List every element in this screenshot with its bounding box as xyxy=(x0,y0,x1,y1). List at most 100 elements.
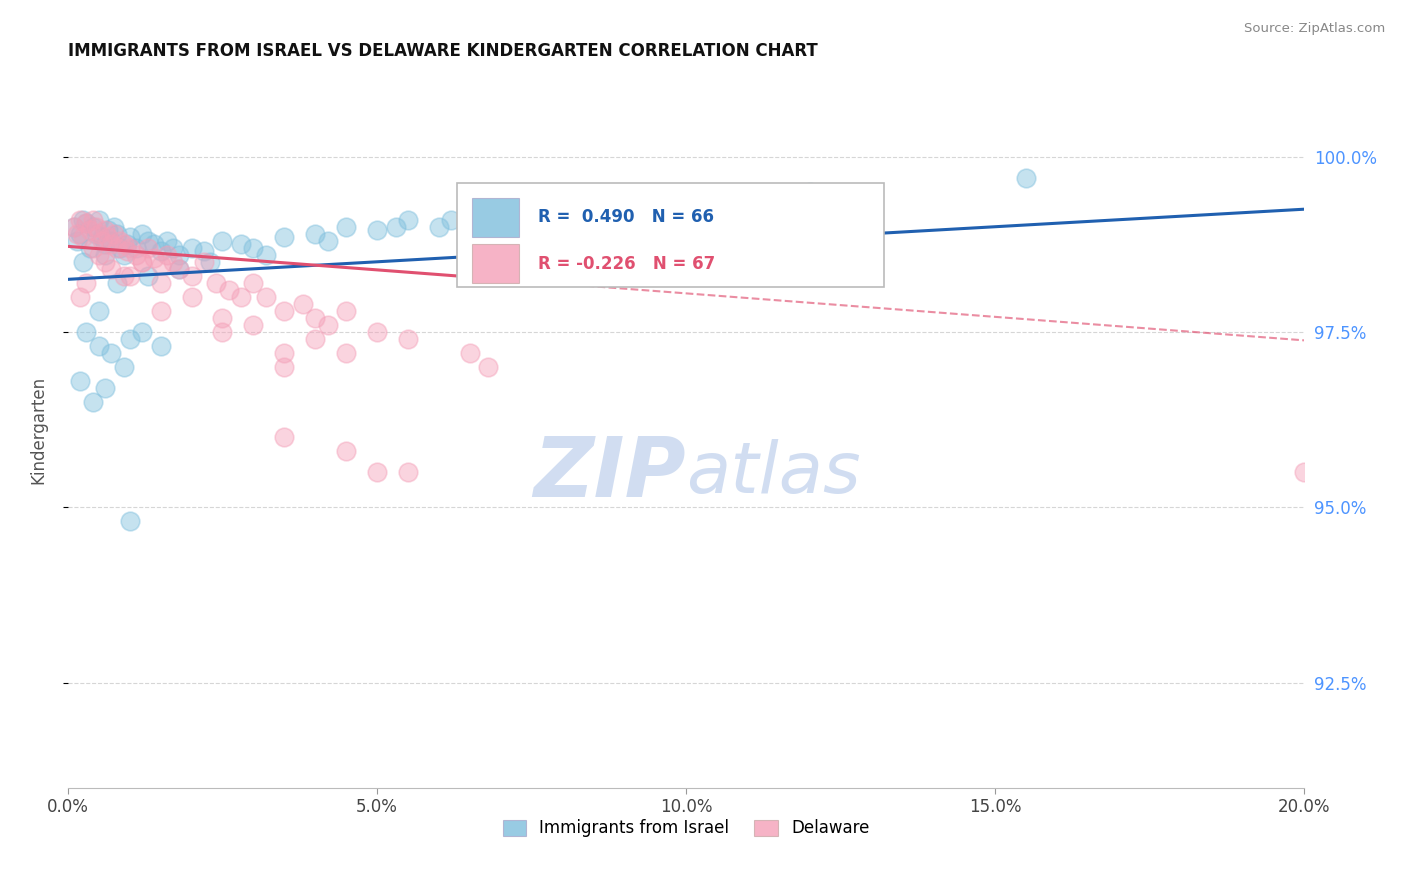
Y-axis label: Kindergarten: Kindergarten xyxy=(30,376,46,484)
Text: R = -0.226   N = 67: R = -0.226 N = 67 xyxy=(537,255,714,273)
Point xyxy=(118,514,141,528)
Point xyxy=(1015,170,1038,185)
Point xyxy=(100,237,122,252)
Point xyxy=(72,212,94,227)
Point xyxy=(75,276,97,290)
Point xyxy=(87,212,110,227)
Point xyxy=(180,290,202,304)
Point xyxy=(66,227,89,241)
Point xyxy=(254,248,277,262)
Point xyxy=(118,268,141,283)
Point xyxy=(273,304,295,318)
Point xyxy=(335,219,357,234)
Point xyxy=(149,339,172,353)
Point xyxy=(110,234,132,248)
Point xyxy=(477,359,499,374)
Point xyxy=(131,227,153,241)
Point xyxy=(273,430,295,444)
Point xyxy=(79,241,101,255)
Point xyxy=(105,241,128,255)
Point xyxy=(180,268,202,283)
Point xyxy=(335,346,357,360)
Point xyxy=(156,248,179,262)
Point xyxy=(69,212,91,227)
Point xyxy=(125,241,148,255)
Point xyxy=(149,258,172,272)
Point xyxy=(103,219,125,234)
Point xyxy=(63,219,86,234)
Point xyxy=(273,230,295,244)
Point xyxy=(242,276,264,290)
Point xyxy=(211,234,233,248)
FancyBboxPatch shape xyxy=(457,184,884,287)
Point xyxy=(366,223,388,237)
Text: atlas: atlas xyxy=(686,439,860,508)
Point xyxy=(396,465,419,479)
Point xyxy=(131,254,153,268)
Point xyxy=(79,223,101,237)
Point xyxy=(84,227,107,241)
Point xyxy=(396,212,419,227)
Point xyxy=(75,216,97,230)
Point xyxy=(193,254,215,268)
Point xyxy=(136,241,159,255)
Point xyxy=(100,234,122,248)
Point xyxy=(211,325,233,339)
Point xyxy=(316,234,339,248)
Point xyxy=(136,268,159,283)
Point xyxy=(143,237,166,252)
Point xyxy=(538,205,561,219)
Point xyxy=(94,237,117,252)
Point xyxy=(254,290,277,304)
Point xyxy=(273,359,295,374)
Point xyxy=(84,219,107,234)
Point xyxy=(242,318,264,332)
Point xyxy=(72,230,94,244)
Point xyxy=(440,212,463,227)
Point xyxy=(118,230,141,244)
FancyBboxPatch shape xyxy=(472,244,519,284)
Point xyxy=(131,325,153,339)
Point xyxy=(97,223,120,237)
Point xyxy=(304,310,326,325)
Point xyxy=(82,219,104,234)
Point xyxy=(72,254,94,268)
Point xyxy=(82,212,104,227)
Point xyxy=(75,216,97,230)
Text: Source: ZipAtlas.com: Source: ZipAtlas.com xyxy=(1244,22,1385,36)
Text: ZIP: ZIP xyxy=(533,433,686,514)
Point xyxy=(143,252,166,266)
Point xyxy=(112,359,135,374)
Point xyxy=(149,304,172,318)
Point xyxy=(82,395,104,409)
Point xyxy=(103,227,125,241)
Point xyxy=(1294,465,1316,479)
Point xyxy=(94,254,117,268)
Point xyxy=(149,244,172,259)
Point xyxy=(396,332,419,346)
Text: R =  0.490   N = 66: R = 0.490 N = 66 xyxy=(537,209,714,227)
Point xyxy=(105,276,128,290)
Point xyxy=(110,241,132,255)
Point xyxy=(273,346,295,360)
Point xyxy=(198,254,221,268)
Point xyxy=(118,241,141,255)
Point xyxy=(136,234,159,248)
Point xyxy=(118,332,141,346)
Point xyxy=(613,199,636,213)
Point xyxy=(97,230,120,244)
Point xyxy=(304,227,326,241)
Point xyxy=(125,248,148,262)
Point xyxy=(87,227,110,241)
Point xyxy=(180,241,202,255)
Point xyxy=(242,241,264,255)
Point xyxy=(87,339,110,353)
Point xyxy=(218,283,240,297)
Point xyxy=(100,261,122,276)
Point xyxy=(384,219,406,234)
Point xyxy=(69,374,91,388)
Point xyxy=(291,297,314,311)
Point xyxy=(211,310,233,325)
Point xyxy=(156,234,179,248)
Point xyxy=(112,248,135,262)
